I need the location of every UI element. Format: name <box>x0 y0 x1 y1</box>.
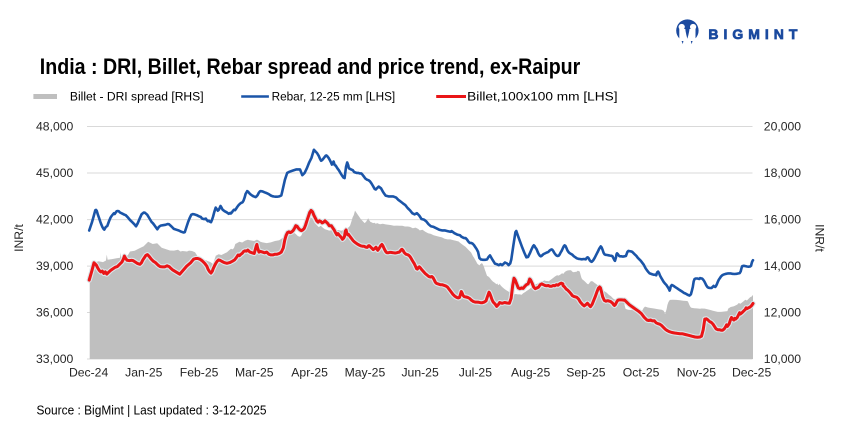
svg-text:16,000: 16,000 <box>764 213 801 227</box>
svg-text:Apr-25: Apr-25 <box>291 366 328 380</box>
svg-text:14,000: 14,000 <box>764 259 801 273</box>
svg-text:Mar-25: Mar-25 <box>235 366 274 380</box>
svg-text:39,000: 39,000 <box>36 259 73 273</box>
svg-text:48,000: 48,000 <box>36 120 73 134</box>
svg-text:Jul-25: Jul-25 <box>459 366 492 380</box>
svg-text:Sep-25: Sep-25 <box>566 366 606 380</box>
svg-text:INR/t: INR/t <box>813 224 827 252</box>
svg-text:36,000: 36,000 <box>36 306 73 320</box>
svg-text:Aug-25: Aug-25 <box>511 366 551 380</box>
svg-text:Dec-24: Dec-24 <box>69 366 109 380</box>
svg-text:12,000: 12,000 <box>764 306 801 320</box>
svg-text:18,000: 18,000 <box>764 166 801 180</box>
svg-text:Dec-25: Dec-25 <box>732 366 772 380</box>
svg-text:42,000: 42,000 <box>36 213 73 227</box>
svg-text:20,000: 20,000 <box>764 120 801 134</box>
svg-text:May-25: May-25 <box>345 366 386 380</box>
svg-text:India : DRI, Billet, Rebar sp: India : DRI, Billet, Rebar spread and pr… <box>40 54 581 79</box>
svg-text:BIGMINT: BIGMINT <box>708 26 802 42</box>
svg-text:Rebar, 12-25 mm [LHS]: Rebar, 12-25 mm [LHS] <box>272 90 396 104</box>
svg-text:Feb-25: Feb-25 <box>180 366 219 380</box>
svg-text:Jan-25: Jan-25 <box>125 366 162 380</box>
svg-text:Nov-25: Nov-25 <box>677 366 717 380</box>
svg-text:45,000: 45,000 <box>36 166 73 180</box>
svg-text:10,000: 10,000 <box>764 352 801 366</box>
svg-text:33,000: 33,000 <box>36 352 73 366</box>
svg-text:Oct-25: Oct-25 <box>623 366 660 380</box>
svg-text:Billet - DRI spread [RHS]: Billet - DRI spread [RHS] <box>70 90 204 104</box>
svg-text:Source : BigMint | Last update: Source : BigMint | Last updated : 3-12-2… <box>37 403 267 418</box>
svg-text:Billet,100x100 mm [LHS]: Billet,100x100 mm [LHS] <box>467 90 617 104</box>
svg-text:INR/t: INR/t <box>12 224 26 252</box>
svg-text:Jun-25: Jun-25 <box>401 366 438 380</box>
